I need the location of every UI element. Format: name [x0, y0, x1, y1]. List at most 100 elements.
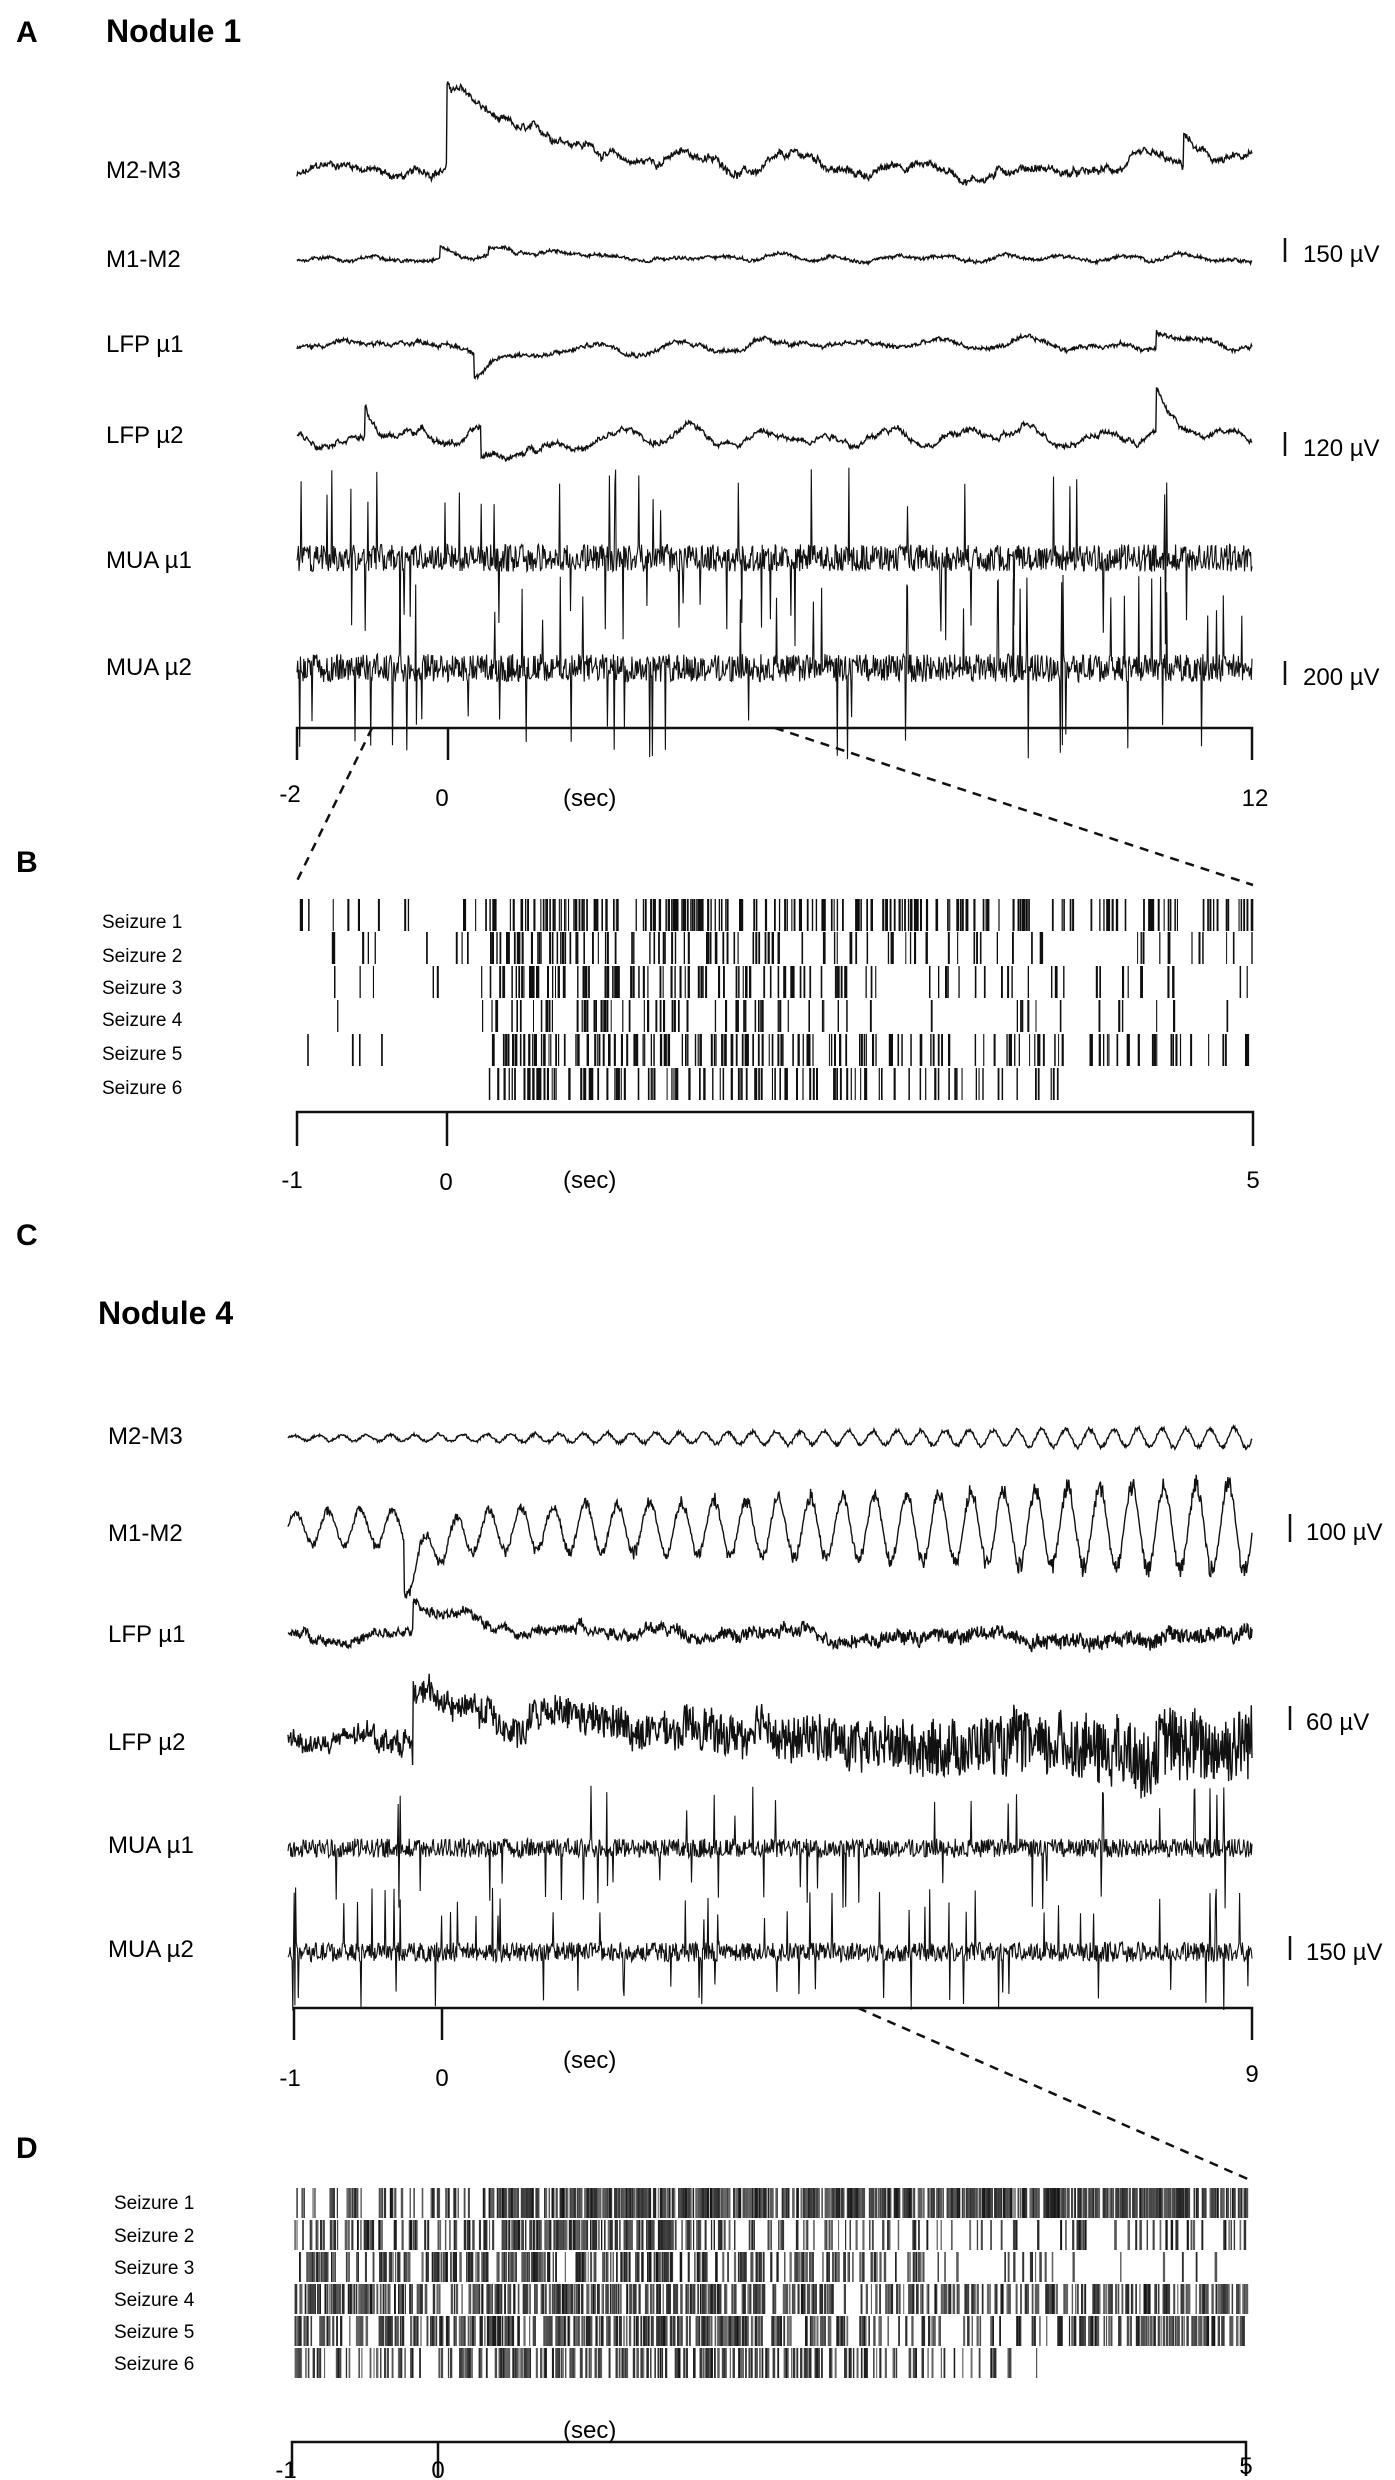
spike-mark: [455, 2284, 458, 2314]
spike-mark: [1154, 1034, 1156, 1066]
spike-mark: [793, 2348, 796, 2378]
spike-mark: [1148, 899, 1150, 931]
spike-mark: [1175, 2188, 1178, 2218]
spike-mark: [778, 2220, 780, 2250]
spike-mark: [589, 1068, 591, 1100]
spike-mark: [650, 2316, 653, 2346]
spike-mark: [476, 2284, 479, 2314]
spike-mark: [791, 2284, 794, 2314]
spike-mark: [1006, 2284, 1009, 2314]
spike-mark: [1245, 1034, 1247, 1066]
spike-mark: [387, 2316, 390, 2346]
spike-mark: [690, 2220, 692, 2250]
spike-mark: [635, 2252, 637, 2282]
spike-mark: [509, 2188, 511, 2218]
spike-mark: [578, 2316, 581, 2346]
spike-mark: [743, 2188, 746, 2218]
spike-mark: [562, 2188, 565, 2218]
spike-mark: [299, 2284, 302, 2314]
panel-c-trace-lfp-2: [287, 1673, 1253, 1799]
spike-mark: [1063, 966, 1065, 998]
spike-mark: [552, 1000, 553, 1032]
spike-mark: [586, 1034, 588, 1066]
spike-mark: [620, 2188, 623, 2218]
spike-mark: [925, 899, 929, 931]
spike-mark: [985, 899, 987, 931]
spike-mark: [800, 2188, 802, 2218]
spike-mark: [777, 1034, 780, 1066]
spike-mark: [744, 2188, 747, 2218]
spike-mark: [513, 2188, 515, 2218]
panel-d-raster-row-4: [294, 2284, 1249, 2314]
spike-mark: [549, 899, 551, 931]
spike-mark: [1186, 2220, 1189, 2250]
spike-mark: [1236, 2284, 1239, 2314]
spike-mark: [822, 932, 825, 964]
spike-mark: [956, 899, 958, 931]
spike-mark: [300, 2316, 302, 2346]
panel-c-title: Nodule 4: [98, 1295, 233, 1331]
spike-mark: [690, 2188, 692, 2218]
spike-mark: [605, 899, 608, 931]
spike-mark: [1168, 2316, 1170, 2346]
spike-mark: [958, 2188, 961, 2218]
spike-mark: [739, 2188, 742, 2218]
spike-mark: [576, 899, 578, 931]
spike-mark: [1213, 899, 1215, 931]
spike-mark: [885, 899, 888, 931]
spike-mark: [650, 899, 653, 931]
spike-mark: [703, 2188, 706, 2218]
spike-mark: [591, 1068, 594, 1100]
spike-mark: [588, 2284, 590, 2314]
spike-mark: [365, 2284, 367, 2314]
spike-mark: [517, 2220, 520, 2250]
spike-mark: [383, 2188, 387, 2218]
spike-mark: [500, 2284, 503, 2314]
spike-mark: [919, 2252, 922, 2282]
spike-mark: [304, 2188, 305, 2218]
spike-mark: [1222, 2316, 1224, 2346]
spike-mark: [426, 932, 428, 964]
spike-mark: [642, 899, 644, 931]
spike-mark: [715, 2252, 718, 2282]
spike-mark: [659, 966, 662, 998]
spike-mark: [938, 2188, 941, 2218]
spike-mark: [666, 2252, 668, 2282]
spike-mark: [697, 899, 700, 931]
spike-mark: [739, 2348, 743, 2378]
spike-mark: [922, 2284, 924, 2314]
spike-mark: [958, 2284, 960, 2314]
spike-mark: [598, 2348, 601, 2378]
spike-mark: [1050, 2284, 1052, 2314]
spike-mark: [697, 2284, 699, 2314]
spike-mark: [300, 899, 303, 931]
spike-mark: [1020, 1000, 1022, 1032]
spike-mark: [718, 2316, 721, 2346]
spike-mark: [389, 2188, 392, 2218]
spike-mark: [789, 2284, 791, 2314]
spike-mark: [832, 2252, 834, 2282]
spike-mark: [852, 2348, 855, 2378]
spike-mark: [673, 2316, 676, 2346]
panel-c-trace-label-mua1: MUA µ1: [108, 1832, 194, 1859]
spike-mark: [650, 2252, 652, 2282]
spike-mark: [1223, 2188, 1225, 2218]
spike-mark: [979, 2316, 982, 2346]
spike-mark: [525, 2284, 528, 2314]
spike-mark: [575, 932, 577, 964]
spike-mark: [621, 2348, 624, 2378]
spike-mark: [636, 2348, 639, 2378]
spike-mark: [648, 2252, 651, 2282]
spike-mark: [667, 2220, 671, 2250]
spike-mark: [890, 1034, 892, 1066]
spike-mark: [696, 2316, 699, 2346]
spike-mark: [606, 932, 609, 964]
spike-mark: [313, 2252, 316, 2282]
spike-mark: [903, 2188, 906, 2218]
spike-mark: [1119, 2316, 1121, 2346]
spike-mark: [723, 2348, 726, 2378]
spike-mark: [310, 2316, 313, 2346]
spike-mark: [844, 2252, 846, 2282]
spike-mark: [368, 2284, 370, 2314]
spike-mark: [493, 1034, 495, 1066]
